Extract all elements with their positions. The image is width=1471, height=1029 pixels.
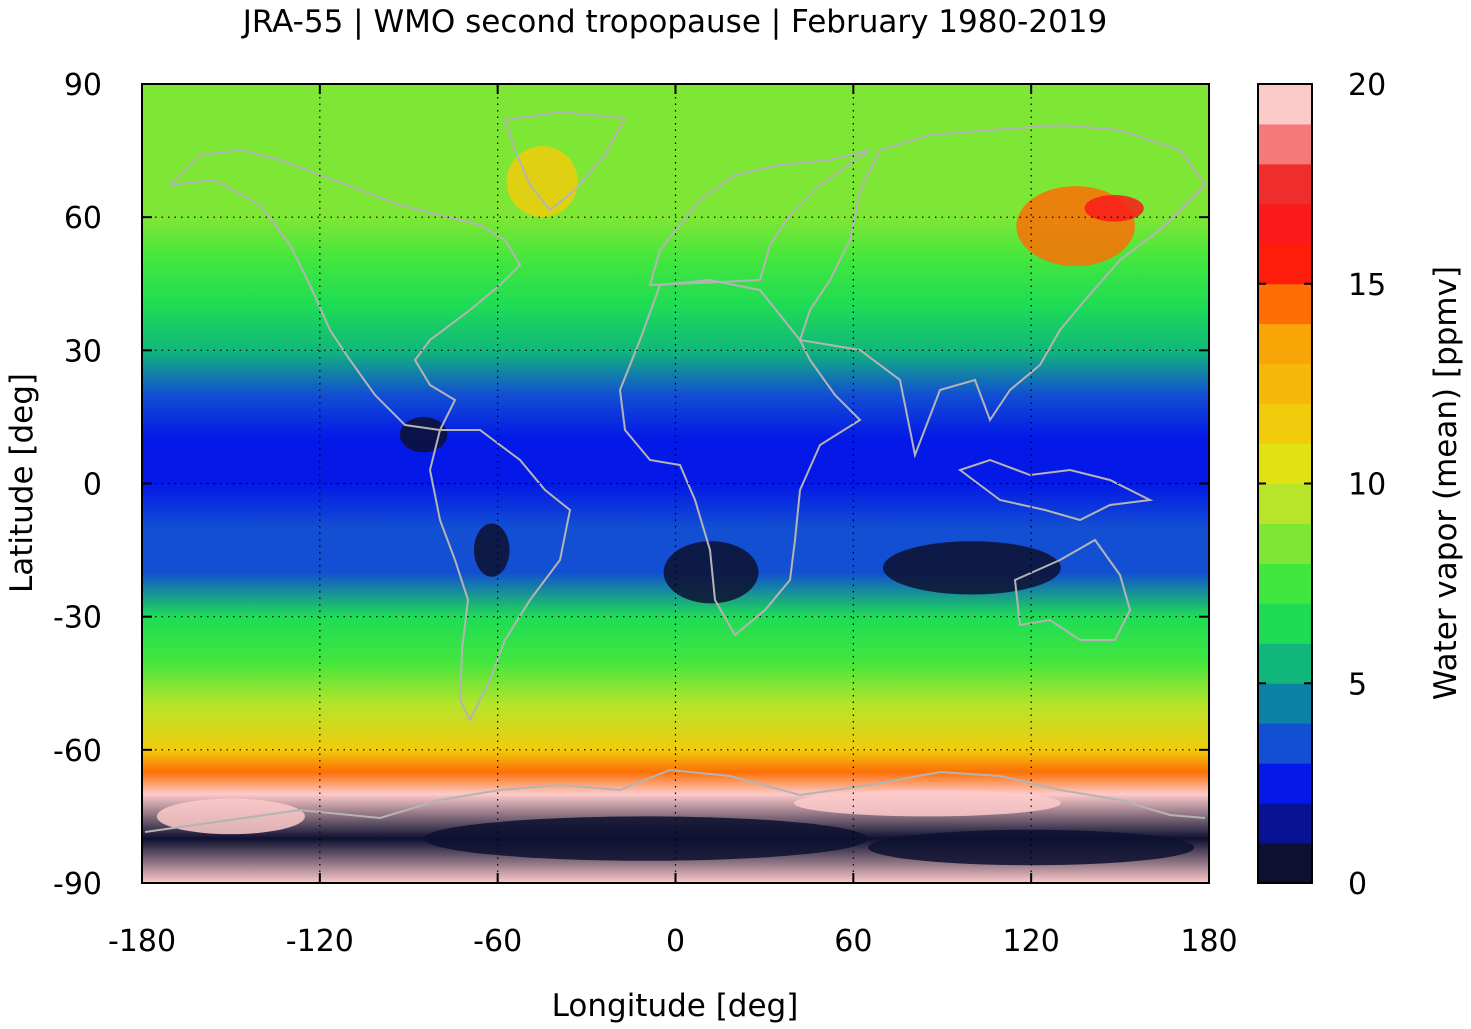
- colorbar-band: [1258, 363, 1312, 405]
- feature-dry-amazon: [473, 523, 510, 577]
- colorbar-band: [1258, 723, 1312, 764]
- colorbar-band: [1258, 843, 1312, 884]
- colorbar-title: Water vapor (mean) [ppmv]: [1428, 266, 1464, 700]
- colorbar-band: [1258, 283, 1312, 325]
- x-tick-label: 0: [666, 924, 685, 959]
- colorbar-tick-label: 5: [1348, 667, 1367, 702]
- colorbar-band: [1258, 683, 1312, 724]
- colorbar-tick-label: 15: [1348, 268, 1386, 303]
- colorbar-band: [1258, 443, 1312, 484]
- colorbar-band: [1258, 163, 1312, 205]
- colorbar-band: [1258, 563, 1312, 604]
- x-tick-label: 60: [834, 924, 872, 959]
- grid-lines: [142, 84, 1209, 883]
- x-tick-label: -60: [473, 924, 522, 959]
- x-tick-label: -180: [108, 924, 176, 959]
- colorbar-band: [1258, 403, 1312, 445]
- feature-antarctic-dry-core: [423, 816, 869, 861]
- coastline-antarctica: [144, 768, 1206, 833]
- feature-dry-indian-ocean: [882, 541, 1061, 595]
- y-tick-label: -30: [53, 601, 102, 636]
- colorbar-band: [1258, 243, 1312, 285]
- colorbar-band: [1258, 763, 1312, 804]
- feature-dry-south-africa: [663, 541, 759, 604]
- coastline-asia: [798, 123, 1207, 459]
- colorbar-band: [1258, 123, 1312, 165]
- colorbar-band: [1258, 523, 1312, 564]
- colorbar-tick-label: 10: [1348, 468, 1386, 503]
- coastline-maritime-asia: [957, 458, 1154, 522]
- coastline-australia: [1013, 538, 1132, 641]
- heatmap-features: [156, 146, 1195, 866]
- chart-title: JRA-55 | WMO second tropopause | Februar…: [241, 4, 1108, 40]
- x-axis-tick-labels: -180 -120 -60 0 60 120 180: [108, 924, 1238, 959]
- colorbar-band: [1258, 483, 1312, 524]
- y-tick-label: -60: [53, 734, 102, 769]
- coastline-greenland: [503, 110, 627, 212]
- x-tick-label: 120: [1003, 924, 1060, 959]
- feature-moist-greenland: [506, 146, 578, 218]
- colorbar-band: [1258, 603, 1312, 644]
- colorbar-band: [1258, 323, 1312, 365]
- colorbar-band: [1258, 643, 1312, 684]
- colorbar-tick-labels: 0 5 10 15 20: [1348, 68, 1386, 902]
- y-tick-label: 0: [83, 468, 102, 503]
- colorbar-tick-label: 0: [1348, 867, 1367, 902]
- coastline-europe: [648, 149, 871, 287]
- feature-antarctic-dry-east: [868, 829, 1195, 866]
- y-axis-title: Latitude [deg]: [4, 373, 40, 593]
- colorbar-band: [1258, 84, 1312, 125]
- colorbar-band: [1258, 803, 1312, 844]
- x-tick-label: -120: [286, 924, 354, 959]
- colorbar-bands: [1258, 84, 1312, 884]
- colorbar-band: [1258, 203, 1312, 245]
- x-tick-label: 180: [1180, 924, 1237, 959]
- feature-antarctic-moist-east: [794, 789, 1061, 817]
- x-axis-title: Longitude [deg]: [552, 988, 799, 1024]
- coastline-north-america: [167, 148, 522, 432]
- colorbar-ticks: [1258, 83, 1312, 884]
- axis-ticks: [141, 83, 1210, 884]
- feature-antarctic-moist-west: [156, 798, 306, 835]
- coastline-south-america: [428, 429, 572, 723]
- colorbar-tick-label: 20: [1348, 68, 1386, 103]
- colorbar: 0 5 10 15 20: [1257, 68, 1386, 902]
- feature-dry-central-america: [399, 416, 448, 453]
- y-tick-label: 30: [64, 334, 102, 369]
- y-axis-tick-labels: 90 60 30 0 -30 -60 -90: [53, 68, 102, 902]
- y-tick-label: -90: [53, 867, 102, 902]
- y-tick-label: 90: [64, 68, 102, 103]
- feature-moist-siberia-core: [1084, 194, 1144, 222]
- y-tick-label: 60: [64, 201, 102, 236]
- plot-area: [141, 83, 1210, 884]
